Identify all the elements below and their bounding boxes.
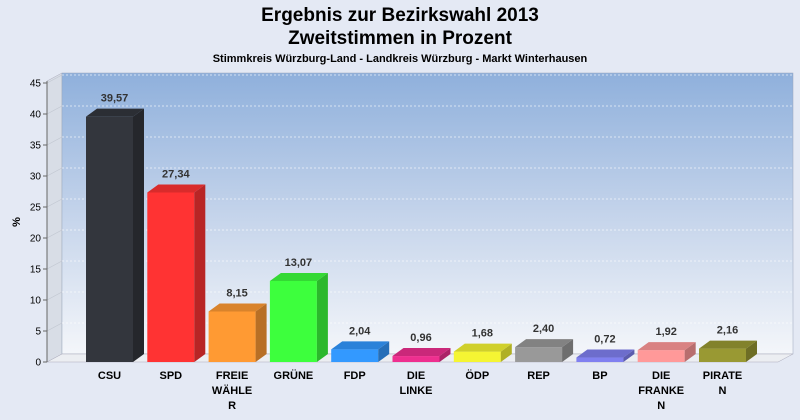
category-label: GRÜNE	[274, 369, 314, 382]
gridline-side	[46, 260, 63, 270]
bar	[208, 303, 267, 362]
y-tick-label: 0	[35, 358, 41, 369]
gridline-side	[46, 136, 63, 146]
bar-top	[208, 303, 267, 312]
gridline-side	[46, 105, 63, 115]
y-tick-label: 25	[30, 203, 42, 214]
value-label: 13,07	[285, 257, 313, 269]
bar-side	[684, 342, 696, 362]
category-label: DIE FRANKE N	[638, 370, 684, 412]
bar-side	[562, 339, 574, 362]
y-tick-label: 5	[35, 327, 41, 338]
bar	[699, 340, 757, 362]
bar-top	[699, 340, 757, 349]
chart-title-block: Ergebnis zur Bezirkswahl 2013 Zweitstimm…	[0, 0, 800, 65]
gridline-side	[46, 229, 63, 239]
category-label: REP	[527, 370, 550, 382]
category-labels: CSU SPD FREIE WÄHLE R GRÜNE FDP DIE LINKE ÖDP REP B…	[98, 369, 742, 412]
bar-side	[500, 343, 512, 362]
bar	[453, 343, 512, 362]
bar-top	[453, 343, 512, 352]
category-label: FREIE WÄHLE R	[212, 370, 252, 412]
bar-top	[637, 342, 696, 351]
value-label: 0,72	[594, 334, 615, 346]
bar-top	[331, 341, 390, 350]
bars	[86, 108, 757, 362]
value-label: 1,68	[472, 328, 493, 340]
bar-side	[623, 349, 635, 362]
gridline-side	[46, 291, 63, 301]
chart-title: Ergebnis zur Bezirkswahl 2013	[261, 5, 539, 26]
value-label: 27,34	[162, 168, 190, 180]
y-tick-label: 30	[30, 172, 42, 183]
bar-front	[637, 350, 685, 362]
category-label: FDP	[344, 370, 366, 382]
y-tick-label: 40	[30, 110, 42, 121]
bar-side	[194, 184, 206, 362]
bar-top	[392, 348, 451, 357]
category-label: ÖDP	[465, 369, 489, 382]
bar	[392, 348, 451, 362]
chart-subtitle: Stimmkreis Würzburg-Land - Landkreis Wür…	[212, 53, 588, 65]
value-label: 2,40	[533, 323, 554, 335]
bar-side	[746, 340, 757, 362]
bar-front	[208, 311, 256, 362]
bar-side	[133, 108, 144, 362]
bar-front	[515, 347, 563, 362]
bar-side	[316, 272, 328, 362]
category-label: SPD	[159, 370, 182, 382]
bar-side	[439, 348, 451, 362]
bar	[147, 184, 206, 362]
category-label: BP	[592, 370, 607, 382]
y-ticks: 0 5 10 15 20 25 30 35 40 45	[30, 79, 47, 369]
bar-top	[576, 349, 635, 358]
value-label: 1,92	[655, 326, 676, 338]
category-label: DIE LINKE	[400, 370, 433, 397]
y-tick-label: 15	[30, 265, 42, 276]
bar-front	[331, 349, 379, 362]
bar-front	[453, 351, 501, 362]
bar	[515, 339, 574, 362]
chart-title-secondary: Zweitstimmen in Prozent	[288, 28, 512, 49]
value-label: 8,15	[226, 287, 247, 299]
bar-front	[392, 356, 440, 362]
value-label: 0,96	[410, 332, 431, 344]
bar	[637, 342, 696, 362]
y-tick-label: 35	[30, 141, 42, 152]
gridline-side	[46, 74, 63, 84]
bar-top	[269, 272, 328, 281]
value-label: 2,04	[349, 325, 371, 337]
y-tick-label: 45	[30, 79, 42, 90]
category-label: CSU	[98, 370, 121, 382]
bar	[576, 349, 635, 362]
bar-front	[147, 192, 195, 362]
y-tick-label: 20	[30, 234, 42, 245]
value-labels: 39,57 27,34 8,15 13,07 2,04 0,96 1,68 2,40 0,72 1…	[101, 93, 738, 346]
bar-top	[86, 108, 144, 117]
bar-top	[147, 184, 206, 193]
gridline-side	[46, 198, 63, 208]
plot-side-wall	[46, 72, 63, 363]
value-label: 39,57	[101, 93, 129, 105]
bar-top	[515, 339, 574, 348]
y-axis-label: %	[11, 217, 23, 227]
gridline-side	[46, 322, 63, 332]
bar-front	[269, 280, 317, 362]
y-tick-label: 10	[30, 296, 42, 307]
bar	[269, 272, 328, 362]
bar	[86, 108, 144, 362]
bar-front	[576, 357, 624, 362]
bar-front	[86, 116, 133, 362]
bar-side	[255, 303, 267, 362]
bar-front	[699, 348, 746, 362]
category-label: PIRATE N	[703, 370, 743, 397]
value-label: 2,16	[717, 325, 738, 337]
bar-side	[378, 341, 390, 362]
gridline-side	[46, 167, 63, 177]
bar	[331, 341, 390, 362]
